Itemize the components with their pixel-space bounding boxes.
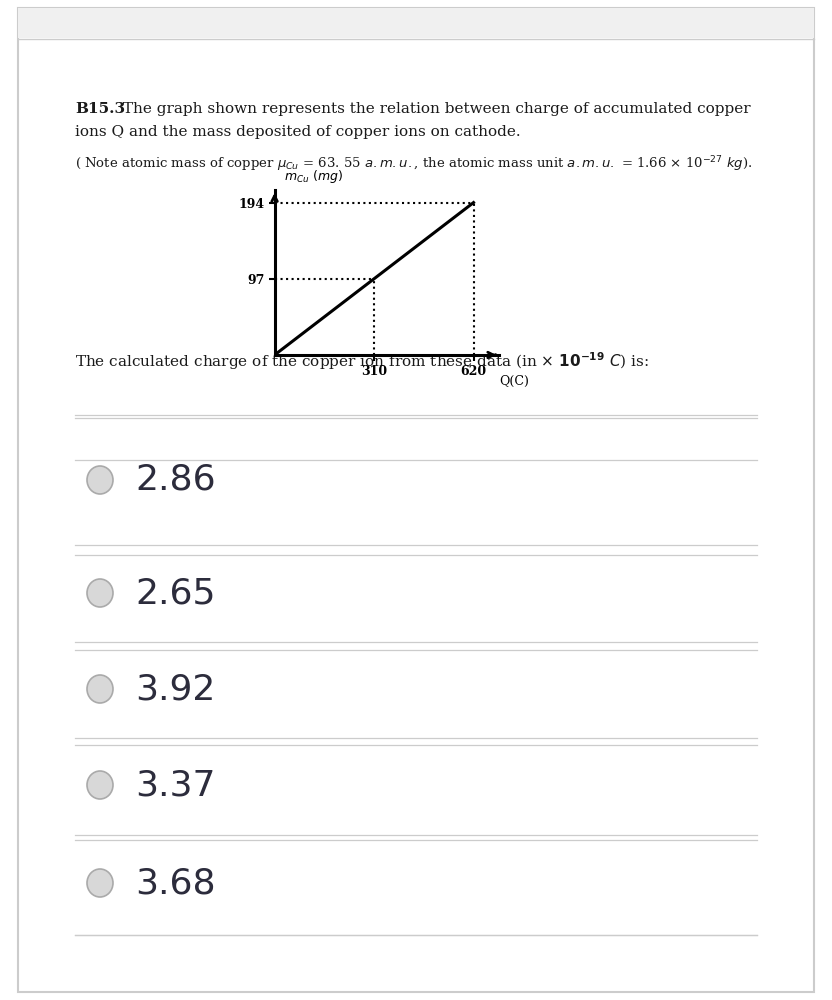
Ellipse shape [87,771,113,799]
Text: Q(C): Q(C) [499,375,529,388]
Text: 2.86: 2.86 [135,463,215,497]
Ellipse shape [87,466,113,494]
Ellipse shape [87,579,113,607]
Bar [18,8,814,38]
Ellipse shape [87,869,113,897]
Text: B15.3: B15.3 [75,102,125,116]
Text: 3.92: 3.92 [135,672,215,706]
Text: 3.68: 3.68 [135,866,215,900]
Text: The graph shown represents the relation between charge of accumulated copper: The graph shown represents the relation … [118,102,750,116]
Text: 3.37: 3.37 [135,768,215,802]
Text: 2.65: 2.65 [135,576,215,610]
Text: The calculated charge of the copper ion from these data (in $\times$ $\mathbf{10: The calculated charge of the copper ion … [75,350,649,372]
Text: $\it{m}_{Cu}$ $\it{(mg)}$: $\it{m}_{Cu}$ $\it{(mg)}$ [285,168,343,185]
Ellipse shape [87,675,113,703]
Text: ( Note atomic mass of copper $\mu_{Cu}$ = 63. 55 $\it{a.m.u.}$, the atomic mass : ( Note atomic mass of copper $\mu_{Cu}$ … [75,154,752,174]
Text: ions Q and the mass deposited of copper ions on cathode.: ions Q and the mass deposited of copper … [75,125,521,139]
